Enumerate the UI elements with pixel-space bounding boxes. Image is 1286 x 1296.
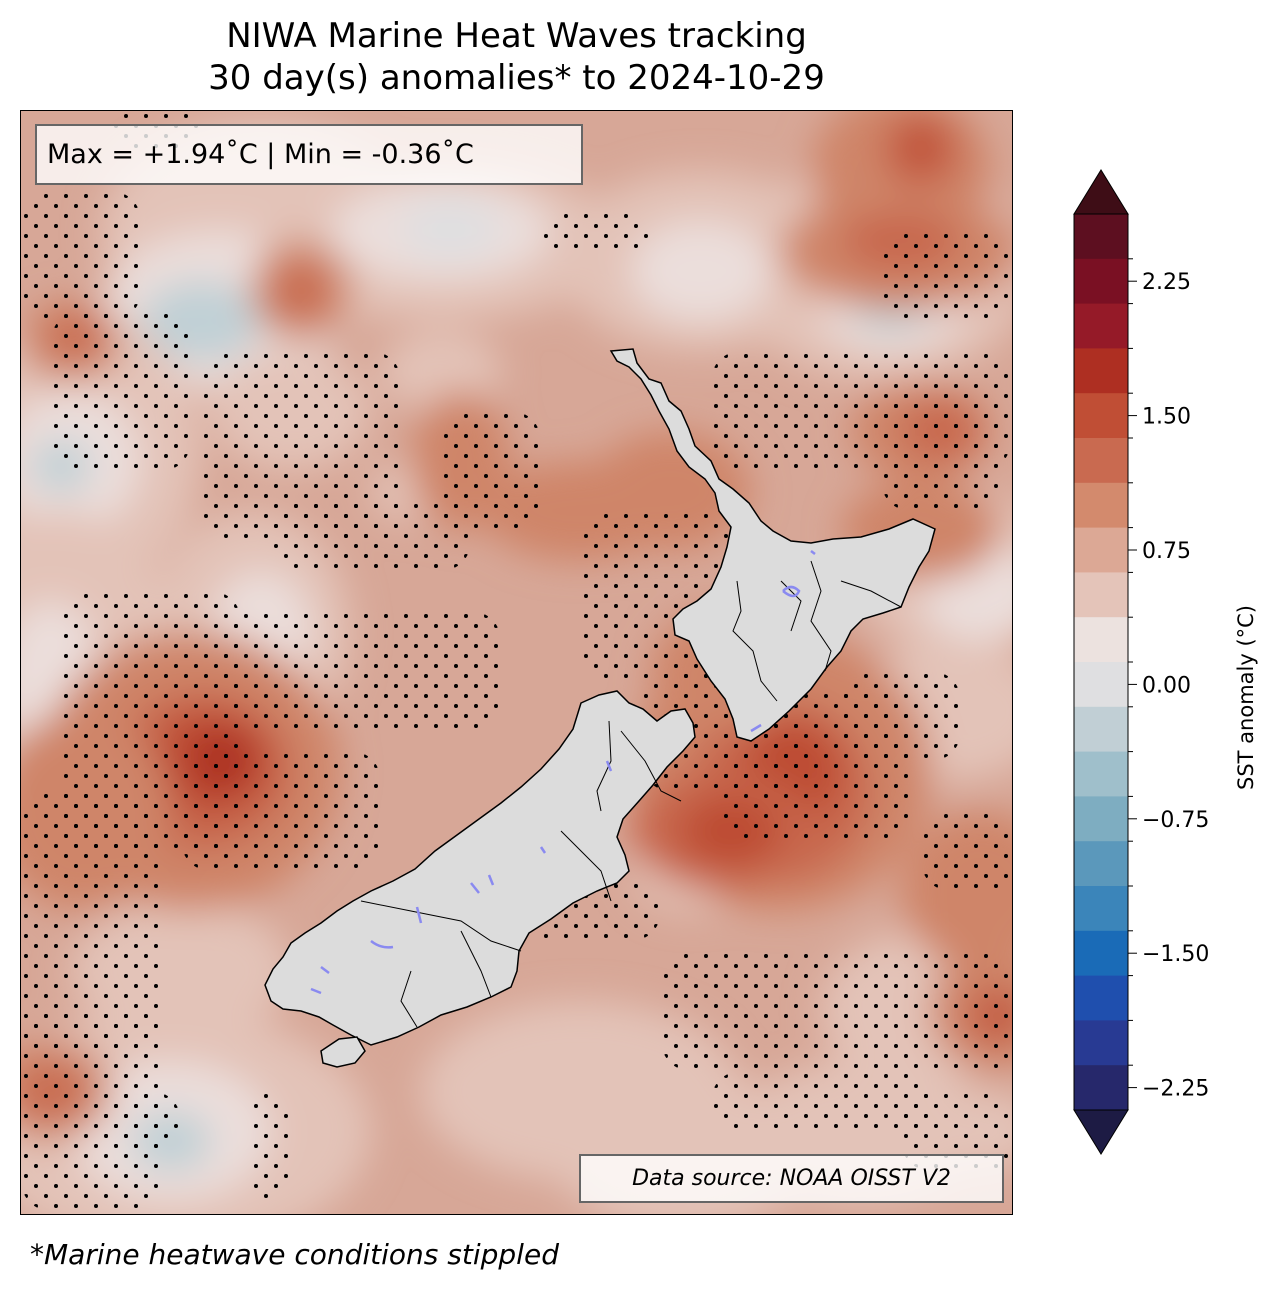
colorbar-level (1074, 841, 1128, 887)
stipple-region (21, 1011, 161, 1211)
stipple-region (881, 231, 1011, 321)
south-island (264, 690, 696, 1046)
heatwave-stippling (21, 111, 1012, 1211)
stipple-region (881, 391, 1001, 511)
colorbar: 2.25 1.50 0.75 0.00 −0.75 −1.50 −2.25 (1073, 169, 1209, 1155)
colorbar-tick-label: 2.25 (1142, 270, 1191, 295)
colorbar-level (1074, 527, 1128, 573)
stipple-region (841, 671, 961, 761)
colorbar-level (1074, 393, 1128, 439)
colorbar-tick-label: 0.75 (1142, 539, 1191, 564)
stipple-region (21, 191, 141, 321)
data-source-text: Data source: NOAA OISST V2 (632, 1166, 951, 1191)
colorbar-level (1074, 438, 1128, 484)
lakes (310, 550, 816, 995)
anomaly-contour-warmer (277, 267, 325, 315)
colorbar-tick-label: −2.25 (1142, 1077, 1209, 1102)
colorbar-extend-bottom (1073, 1109, 1129, 1155)
colorbar-level (1074, 303, 1128, 349)
colorbar-tick-label: 0.00 (1142, 673, 1191, 698)
colorbar-extend-top (1073, 169, 1129, 215)
stipple-region (441, 411, 541, 531)
colorbar-level (1074, 348, 1128, 394)
stipple-region (921, 811, 1012, 891)
max-min-stats-text: Max = +1.94˚C | Min = -0.36˚C (47, 139, 474, 170)
sst-anomaly-map (20, 110, 1013, 1215)
colorbar-level (1074, 662, 1128, 708)
north-island (609, 348, 936, 742)
stipple-region (181, 751, 381, 871)
colorbar-level (1074, 886, 1128, 932)
colorbar-tick-label: 1.50 (1142, 405, 1191, 430)
colorbar-level (1074, 1020, 1128, 1066)
colorbar-tick-label: −1.50 (1142, 942, 1209, 967)
colorbar-level (1074, 482, 1128, 529)
colorbar-tick-label: −0.75 (1142, 808, 1209, 833)
stipple-region (901, 1091, 1012, 1171)
colorbar-label-text: SST anomaly (°C) (1234, 604, 1258, 790)
colorbar-level (1074, 572, 1128, 618)
stipple-region (101, 1091, 181, 1151)
region-boundaries (360, 560, 902, 1028)
anomaly-contour-hot (901, 126, 941, 166)
colorbar-level (1074, 930, 1128, 977)
stipple-region (661, 951, 1012, 1071)
stipple-region (51, 311, 191, 471)
stipple-region (221, 611, 501, 731)
colorbar-level (1074, 617, 1128, 663)
colorbar-level (1074, 258, 1128, 305)
stipple-region (711, 1071, 931, 1131)
anomaly-contour-neutral (401, 199, 501, 259)
stewart-island (320, 1036, 366, 1068)
stipple-region (271, 501, 471, 571)
stipple-region (201, 351, 401, 541)
stipple-region (541, 211, 651, 251)
stipple-region (251, 1091, 291, 1201)
map-title-line2: 30 day(s) anomalies* to 2024-10-29 (208, 58, 825, 98)
colorbar-level (1074, 975, 1128, 1021)
max-min-stats-box: Max = +1.94˚C | Min = -0.36˚C (35, 124, 583, 185)
colorbar-level (1074, 214, 1128, 260)
stipple-region (21, 791, 161, 1051)
data-source-box: Data source: NOAA OISST V2 (579, 1154, 1004, 1203)
anomaly-contour-lighter (631, 221, 771, 321)
colorbar-level (1074, 751, 1128, 797)
stipple-footnote: *Marine heatwave conditions stippled (30, 1238, 559, 1271)
new-zealand-land (264, 348, 936, 1068)
map-title-line1: NIWA Marine Heat Waves tracking (226, 16, 807, 56)
colorbar-level (1074, 706, 1128, 753)
colorbar-level (1074, 796, 1128, 842)
colorbar-level (1074, 1065, 1128, 1111)
anomaly-contour-light (381, 331, 501, 411)
